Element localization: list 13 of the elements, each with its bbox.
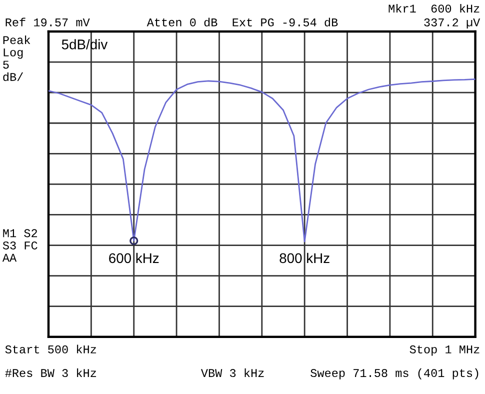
annotation: 800 kHz — [280, 252, 330, 264]
text: Start 500 kHz — [5, 344, 96, 354]
text: Atten 0 dB Ext PG -9.54 dB — [146, 18, 338, 26]
text: Sweep 71.58 ms (401 pts) — [310, 368, 478, 380]
text: Peak Log 5 dB/ — [3, 35, 30, 82]
text: M1 S2 S3 FC AA — [2, 229, 38, 262]
text: Ref 19.57 mV — [6, 18, 90, 26]
text: #Res BW 3 kHz — [5, 368, 96, 378]
text: 337.2 µV — [424, 18, 480, 29]
text: Stop 1 MHz — [410, 345, 480, 356]
text: Mkr1 600 kHz — [388, 4, 480, 13]
text: VBW 3 kHz — [200, 368, 264, 378]
annotation: 600 kHz — [109, 252, 159, 264]
